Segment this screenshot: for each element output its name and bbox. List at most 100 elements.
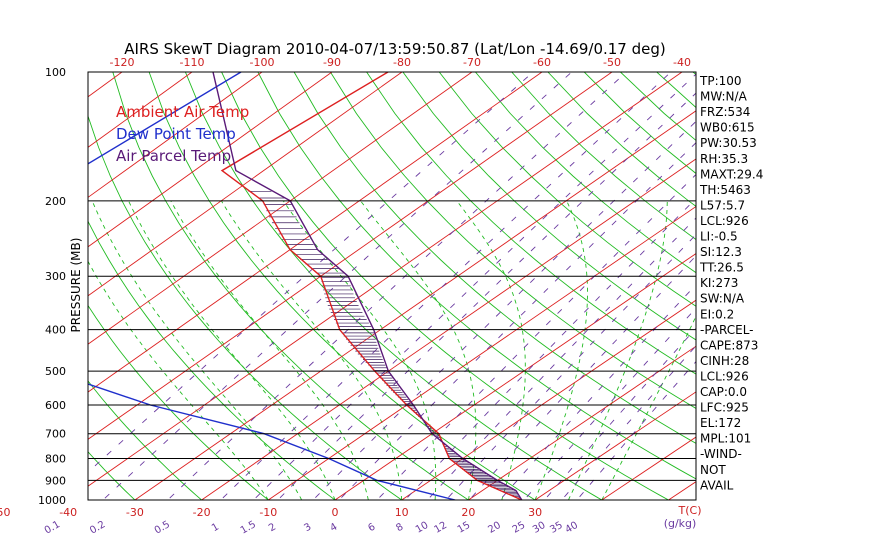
mixing-ratio-line <box>523 307 696 500</box>
bottom-temperature-tick-label: 20 <box>461 506 475 519</box>
isotherm-line <box>468 345 696 500</box>
mixing-ratio-tick-label: 3 <box>302 521 313 534</box>
bottom-temperature-tick-label: 30 <box>528 506 542 519</box>
legend-entry: Air Parcel Temp <box>116 147 231 165</box>
legend-entry: Ambient Air Temp <box>116 103 249 121</box>
pressure-tick-label: 900 <box>45 474 66 487</box>
index-entry: TH:5463 <box>699 183 751 197</box>
pressure-tick-label: 800 <box>45 453 66 466</box>
index-entry: MPL:101 <box>700 432 751 446</box>
mixing-ratio-tick-label: 2 <box>267 521 278 534</box>
mixing-ratio-line <box>543 327 696 500</box>
pressure-tick-label: 200 <box>45 195 66 208</box>
index-entry: WB0:615 <box>700 121 755 135</box>
mixing-ratio-lines <box>88 72 696 500</box>
moist-adiabat-line <box>91 200 303 500</box>
dry-adiabat-line <box>148 72 536 500</box>
index-entry: -PARCEL- <box>700 323 754 337</box>
top-temperature-tick-label: -110 <box>180 56 205 69</box>
moist-adiabat-line <box>128 200 336 500</box>
bottom-temperature-tick-label: -40 <box>59 506 77 519</box>
top-temperature-tick-label: -70 <box>463 56 481 69</box>
dry-adiabat-line <box>766 72 870 509</box>
index-entry: MAXT:29.4 <box>700 167 763 181</box>
pressure-tick-label: 300 <box>45 270 66 283</box>
isotherm-line <box>334 253 696 500</box>
mixing-ratio-tick-label: 6 <box>366 521 377 534</box>
mixing-ratio-line <box>277 92 696 500</box>
mixing-ratio-tick-label: 0.2 <box>88 519 107 536</box>
index-entry: CAPE:873 <box>700 338 758 352</box>
mixing-ratio-tick-label: 0.1 <box>43 519 62 536</box>
bottom-temperature-tick-label: -50 <box>0 506 10 519</box>
plot-frame <box>87 71 697 501</box>
dry-adiabat-line <box>402 72 696 341</box>
dry-adiabat-line <box>511 72 696 241</box>
isotherm-line <box>401 299 696 500</box>
mixing-ratio-tick-label: 8 <box>394 521 405 534</box>
isotherm-line <box>201 158 696 500</box>
mixing-ratio-unit: (g/kg) <box>664 517 697 530</box>
top-temperature-tick-label: -40 <box>673 56 691 69</box>
bottom-temperature-tick-label: -10 <box>259 506 277 519</box>
dry-adiabat-line <box>438 72 696 307</box>
isotherm-line <box>268 205 696 500</box>
bottom-temperature-tick-label: -30 <box>126 506 144 519</box>
pressure-tick-labels: 100 200 300 400 500 600 700 800 900 1000 <box>38 66 66 507</box>
mixing-ratio-line <box>252 73 696 500</box>
mixing-ratio-line <box>499 284 696 500</box>
isotherm-line <box>534 391 696 500</box>
top-temperature-tick-label: -80 <box>393 56 411 69</box>
index-entry: KI:273 <box>700 276 738 290</box>
mixing-ratio-tick-label: 10 <box>414 520 431 536</box>
moist-adiabat-line <box>170 200 369 500</box>
dry-adiabat-line <box>475 72 696 274</box>
index-entry: LI:-0.5 <box>700 230 738 244</box>
mixing-ratio-tick-label: 20 <box>486 520 503 536</box>
mixing-ratio-tick-label: 1 <box>210 521 221 534</box>
dry-adiabat-line <box>366 72 696 375</box>
mixing-ratio-tick-label: 35 <box>548 520 565 536</box>
index-entry: AVAIL <box>700 478 734 492</box>
legend: Ambient Air Temp Dew Point Temp Air Parcel… <box>116 103 249 165</box>
index-entry: NOT <box>700 463 726 477</box>
isotherm-line <box>88 72 473 345</box>
bottom-temperature-tick-label: 10 <box>395 506 409 519</box>
mixing-ratio-tick-label: 1.5 <box>239 519 258 536</box>
dry-adiabat-line <box>656 72 696 109</box>
mixing-ratio-line <box>312 120 696 500</box>
moist-adiabat-line <box>568 200 668 500</box>
mixing-ratio-tick-label: 12 <box>432 520 449 536</box>
mixing-ratio-line <box>220 72 672 500</box>
isotherm-line <box>88 72 403 297</box>
mixing-ratio-tick-label: 25 <box>511 520 528 536</box>
dry-adiabat-line <box>0 72 77 509</box>
legend-entry: Dew Point Temp <box>116 125 236 143</box>
isotherm-line <box>88 72 683 487</box>
moist-adiabat-line <box>360 200 477 500</box>
index-entry: FRZ:534 <box>700 105 750 119</box>
index-entry: TT:26.5 <box>699 261 744 275</box>
index-entry: PW:30.53 <box>700 136 757 150</box>
mixing-ratio-line <box>426 217 696 500</box>
dry-adiabat-line <box>88 304 270 500</box>
series-line-dew-point <box>88 72 456 500</box>
index-entry: L57:5.7 <box>700 198 745 212</box>
dry-adiabat-line <box>112 72 470 500</box>
index-entry: SI:12.3 <box>700 245 742 259</box>
index-entry: LFC:925 <box>700 401 749 415</box>
index-entry: CAP:0.0 <box>700 385 747 399</box>
mixing-ratio-line <box>88 72 534 473</box>
top-temperature-ticks: -120 -110 -100 -90 -80 -70 -60 -50 -40 <box>110 56 691 69</box>
index-entry: LCL:926 <box>700 214 749 228</box>
mixing-ratio-line <box>576 360 696 500</box>
isotherm-line <box>88 72 333 248</box>
index-entry: -WIND- <box>700 447 742 461</box>
profile-series <box>88 72 523 500</box>
pressure-tick-label: 100 <box>45 66 66 79</box>
pressure-tick-label: 500 <box>45 365 66 378</box>
mixing-ratio-tick-label: 0.5 <box>153 519 172 536</box>
mixing-ratio-tick-label: 4 <box>328 521 339 534</box>
